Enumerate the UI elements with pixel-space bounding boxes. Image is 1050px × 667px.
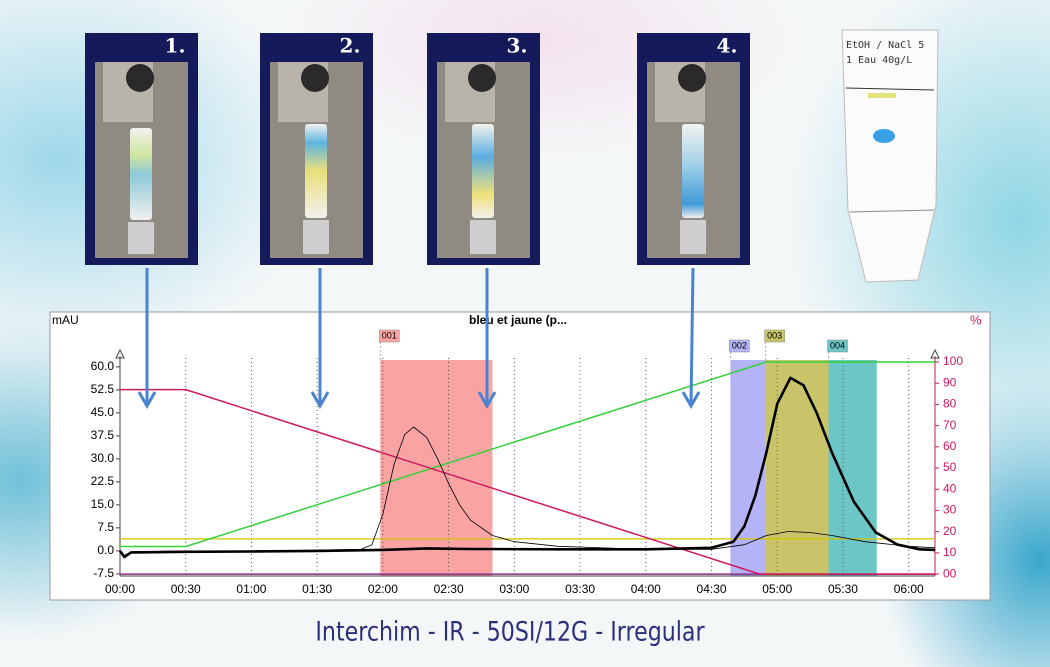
x-tick-label: 03:00 [499, 582, 529, 596]
x-tick-label: 02:30 [434, 582, 464, 596]
y-tick-label: 37.5 [91, 428, 115, 442]
fraction-label: 002 [732, 340, 747, 350]
y2-axis-label: % [970, 312, 982, 327]
x-tick-label: 00:30 [171, 582, 201, 596]
x-tick-label: 04:30 [697, 582, 727, 596]
panel-label: 3. [507, 34, 528, 58]
y-tick-label: 52.5 [91, 382, 115, 396]
x-tick-label: 00:00 [105, 582, 135, 596]
y2-tick-label: 10 [943, 545, 957, 559]
axis-arrow [115, 348, 940, 359]
x-tick-label: 01:30 [302, 582, 332, 596]
y2-tick-label: 00 [943, 566, 957, 580]
y2-tick-label: 80 [943, 397, 957, 411]
x-tick-label: 05:00 [762, 582, 792, 596]
y-tick-label: -7.5 [93, 566, 114, 580]
y2-tick-label: 60 [943, 439, 957, 453]
fraction-band [380, 360, 493, 576]
fraction-band [730, 360, 766, 576]
y-tick-label: 7.5 [97, 520, 114, 534]
y2-tick-label: 20 [943, 524, 957, 538]
y-axis-label: mAU [52, 313, 79, 327]
y-tick-label: 22.5 [91, 474, 115, 488]
photo-panel: 2. [260, 33, 373, 265]
y2-tick-label: 90 [943, 375, 957, 389]
plate-note: EtOH / NaCl 5 [846, 40, 924, 51]
y-tick-label: 60.0 [91, 359, 115, 373]
fraction-label: 001 [382, 330, 397, 340]
photo-panel: 4. [637, 33, 750, 265]
x-tick-label: 03:30 [565, 582, 595, 596]
chart-title: bleu et jaune (p... [469, 313, 567, 327]
photo-panel: 1. [85, 33, 198, 265]
fraction-tag [827, 339, 848, 353]
photo-panel: 3. [427, 33, 540, 265]
fraction-band [765, 360, 829, 576]
chart: 001 002 003 004 00:00 00:30 01:00 01:30 02:00 02:… [91, 329, 963, 596]
y2-tick-label: 40 [943, 481, 957, 495]
fraction-tag [729, 339, 750, 353]
series-line [120, 388, 935, 575]
y-tick-label: 15.0 [91, 497, 115, 511]
fraction-label: 004 [830, 340, 845, 350]
series-line [118, 376, 936, 559]
tlc-plate: EtOH / NaCl 5 1 Eau 40g/L [841, 29, 939, 283]
panel-label: 1. [165, 34, 186, 58]
fraction-tag [764, 329, 785, 343]
y2-tick-label: 30 [943, 503, 957, 517]
y2-tick-label: 70 [943, 418, 957, 432]
x-tick-label: 01:00 [236, 582, 266, 596]
fraction-tag [379, 329, 400, 343]
x-tick-label: 04:00 [631, 582, 661, 596]
x-tick-label: 02:00 [368, 582, 398, 596]
y-tick-label: 0.0 [97, 543, 114, 557]
plate-note: 1 Eau 40g/L [846, 55, 912, 66]
y-tick-label: 30.0 [91, 451, 115, 465]
x-tick-label: 05:30 [828, 582, 858, 596]
arrow [137, 267, 701, 410]
panel-label: 4. [717, 34, 738, 58]
y-tick-label: 45.0 [91, 405, 115, 419]
x-tick-label: 06:00 [894, 582, 924, 596]
fraction-label: 003 [767, 330, 782, 340]
caption: Interchim - IR - 50SI/12G - Irregular [315, 616, 705, 648]
fraction-band [828, 360, 877, 576]
y2-tick-label: 50 [943, 460, 957, 474]
series-line [120, 361, 935, 548]
y2-tick-label: 100 [943, 354, 963, 368]
panel-label: 2. [340, 34, 361, 58]
